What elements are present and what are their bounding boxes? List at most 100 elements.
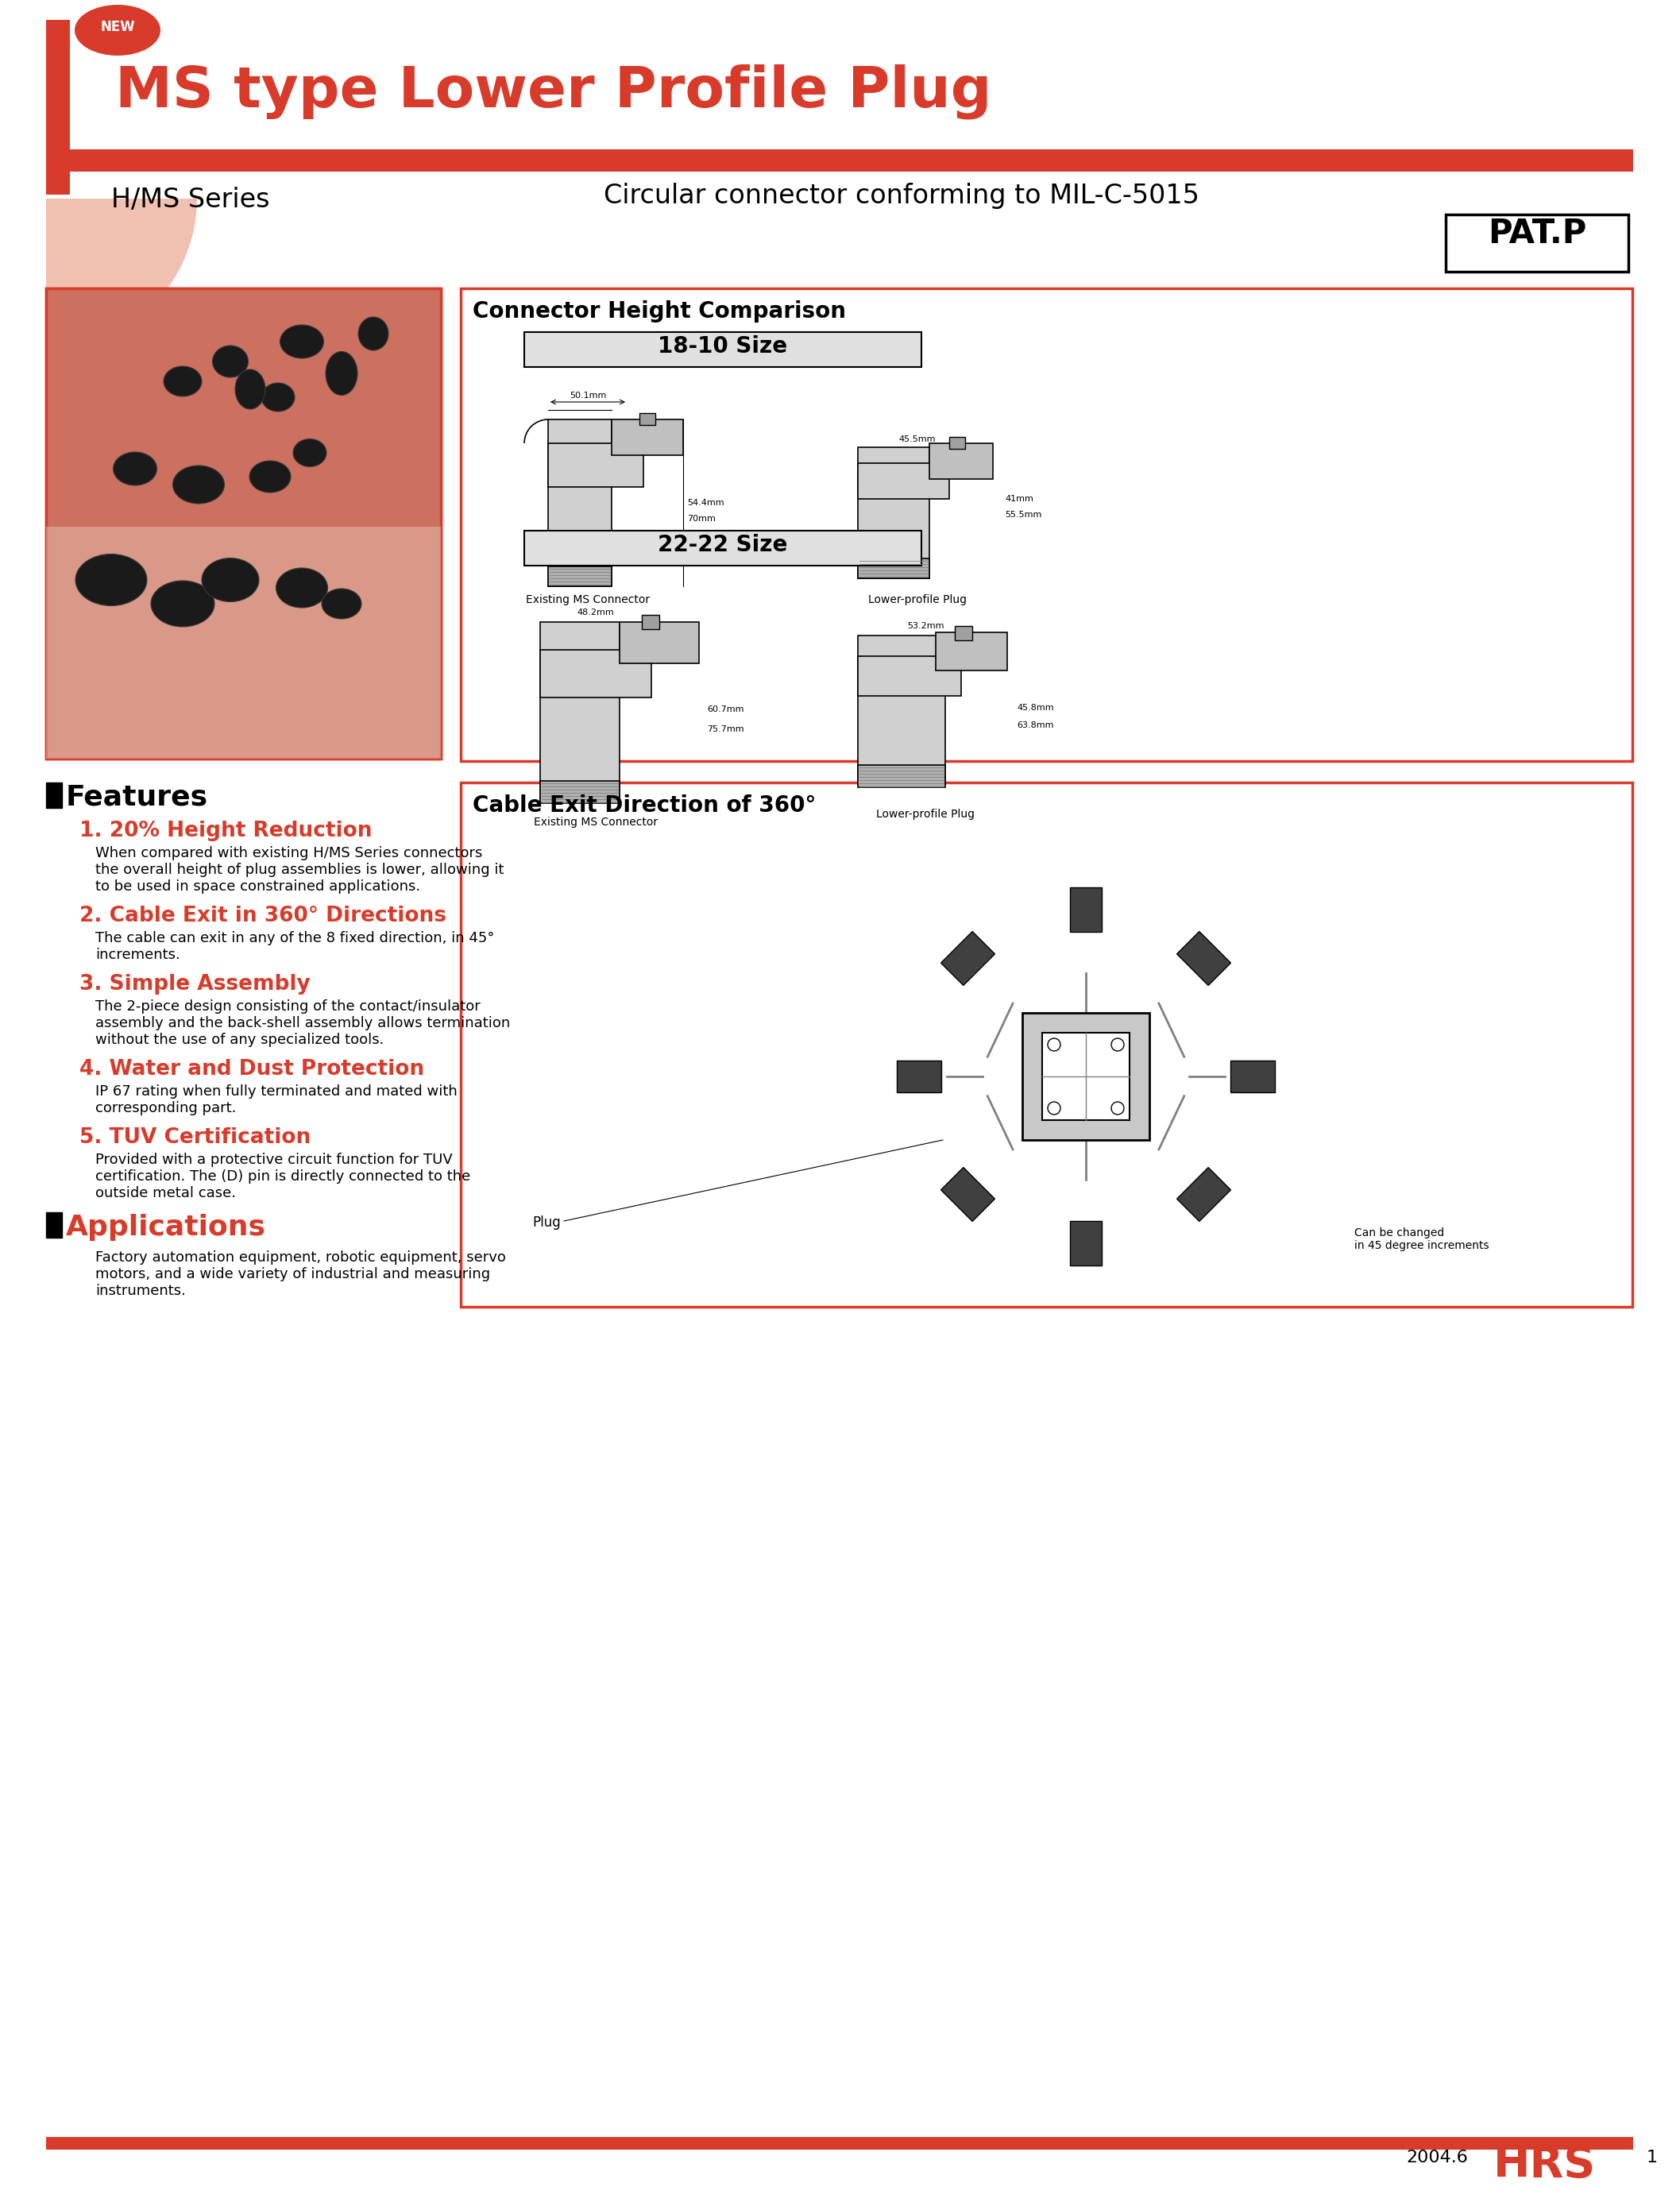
Text: Existing MS Connector: Existing MS Connector [534, 816, 659, 827]
Text: certification. The (D) pin is directly connected to the: certification. The (D) pin is directly c… [96, 1170, 470, 1183]
Bar [548, 566, 612, 586]
Text: assembly and the back-shell assembly allows termination: assembly and the back-shell assembly all… [96, 1017, 511, 1030]
Text: outside metal case.: outside metal case. [96, 1185, 235, 1201]
Bar [45, 2137, 1633, 2150]
Text: HRS: HRS [1494, 2143, 1596, 2187]
Ellipse shape [321, 588, 361, 619]
Text: 18-10 Size: 18-10 Size [659, 335, 788, 356]
Text: 50.1mm: 50.1mm [570, 391, 606, 400]
Ellipse shape [163, 365, 202, 396]
Ellipse shape [202, 558, 259, 601]
Text: Existing MS Connector: Existing MS Connector [526, 595, 650, 606]
Text: IP 67 rating when fully terminated and mated with: IP 67 rating when fully terminated and m… [96, 1085, 457, 1098]
Polygon shape [1176, 1168, 1231, 1220]
Bar [541, 682, 620, 800]
Ellipse shape [76, 553, 146, 606]
Bar [45, 1212, 62, 1238]
Bar [45, 527, 440, 759]
Bar [460, 289, 1633, 761]
Ellipse shape [262, 383, 294, 411]
Bar [858, 656, 961, 695]
Ellipse shape [74, 4, 161, 55]
Text: 5. TUV Certification: 5. TUV Certification [79, 1126, 311, 1148]
Text: 41mm: 41mm [1005, 494, 1033, 503]
Bar [548, 444, 643, 488]
Polygon shape [941, 1168, 995, 1220]
Text: 1. 20% Height Reduction: 1. 20% Height Reduction [79, 820, 373, 842]
Bar [858, 636, 946, 687]
Text: 4. Water and Dust Protection: 4. Water and Dust Protection [79, 1059, 425, 1080]
Polygon shape [1070, 1220, 1102, 1266]
Text: 45.5mm: 45.5mm [899, 435, 936, 444]
Text: When compared with existing H/MS Series connectors: When compared with existing H/MS Series … [96, 846, 482, 859]
Bar [460, 783, 1633, 1308]
Text: instruments.: instruments. [96, 1284, 186, 1299]
Text: corresponding part.: corresponding part. [96, 1100, 237, 1115]
Text: Features: Features [66, 785, 208, 811]
Bar [548, 420, 612, 479]
Polygon shape [1230, 1061, 1275, 1091]
Text: 70mm: 70mm [687, 514, 716, 523]
Text: PAT.P: PAT.P [1487, 217, 1586, 249]
Text: 1: 1 [1646, 2150, 1658, 2165]
Bar [1023, 1013, 1149, 1139]
Bar [45, 289, 440, 759]
Ellipse shape [151, 582, 215, 628]
Text: Can be changed
in 45 degree increments: Can be changed in 45 degree increments [1354, 1227, 1488, 1251]
Text: 60.7mm: 60.7mm [707, 706, 744, 713]
Bar [640, 413, 655, 424]
Ellipse shape [235, 370, 265, 409]
Ellipse shape [281, 326, 324, 359]
Text: to be used in space constrained applications.: to be used in space constrained applicat… [96, 879, 420, 894]
Bar [45, 20, 71, 195]
Bar [929, 444, 993, 479]
Bar [858, 448, 929, 494]
Text: the overall height of plug assemblies is lower, allowing it: the overall height of plug assemblies is… [96, 862, 504, 877]
Text: The 2-piece design consisting of the contact/insulator: The 2-piece design consisting of the con… [96, 999, 480, 1013]
Bar [1042, 1032, 1129, 1120]
Circle shape [1048, 1039, 1060, 1052]
Bar [936, 632, 1008, 671]
Polygon shape [941, 932, 995, 986]
Text: 45.8mm: 45.8mm [1016, 704, 1053, 711]
Bar [548, 475, 612, 586]
Text: without the use of any specialized tools.: without the use of any specialized tools… [96, 1032, 385, 1048]
Bar [949, 437, 964, 448]
Text: MS type Lower Profile Plug: MS type Lower Profile Plug [116, 63, 991, 118]
Text: 75.7mm: 75.7mm [707, 726, 744, 733]
Text: 2. Cable Exit in 360° Directions: 2. Cable Exit in 360° Directions [79, 905, 447, 927]
Bar [524, 531, 921, 566]
Bar [541, 621, 620, 685]
Circle shape [1110, 1039, 1124, 1052]
Text: Lower-profile Plug: Lower-profile Plug [869, 595, 966, 606]
Ellipse shape [212, 346, 249, 378]
Text: 48.2mm: 48.2mm [578, 608, 615, 617]
Ellipse shape [276, 569, 328, 608]
Circle shape [1048, 1102, 1060, 1115]
Polygon shape [897, 1061, 941, 1091]
Text: The cable can exit in any of the 8 fixed direction, in 45°: The cable can exit in any of the 8 fixed… [96, 932, 494, 945]
Ellipse shape [326, 352, 358, 396]
Text: Plug: Plug [533, 1216, 561, 1229]
Ellipse shape [173, 466, 225, 503]
Circle shape [1110, 1102, 1124, 1115]
Text: 55.5mm: 55.5mm [1005, 512, 1042, 518]
Text: 54.4mm: 54.4mm [687, 499, 724, 507]
Bar [541, 650, 652, 698]
Text: 3. Simple Assembly: 3. Simple Assembly [79, 973, 311, 995]
Ellipse shape [113, 453, 156, 486]
Polygon shape [1070, 888, 1102, 932]
Bar [45, 149, 1633, 171]
Text: Provided with a protective circuit function for TUV: Provided with a protective circuit funct… [96, 1153, 452, 1168]
Wedge shape [45, 199, 197, 350]
Text: Lower-profile Plug: Lower-profile Plug [877, 809, 974, 820]
Bar [858, 765, 946, 787]
Bar [45, 783, 62, 807]
Bar [642, 615, 659, 630]
Text: Connector Height Comparison: Connector Height Comparison [472, 300, 847, 321]
Text: Circular connector conforming to MIL-C-5015: Circular connector conforming to MIL-C-5… [603, 184, 1200, 210]
Ellipse shape [249, 461, 291, 492]
Bar [524, 332, 921, 367]
Bar [858, 464, 949, 499]
Text: 53.2mm: 53.2mm [907, 621, 944, 630]
